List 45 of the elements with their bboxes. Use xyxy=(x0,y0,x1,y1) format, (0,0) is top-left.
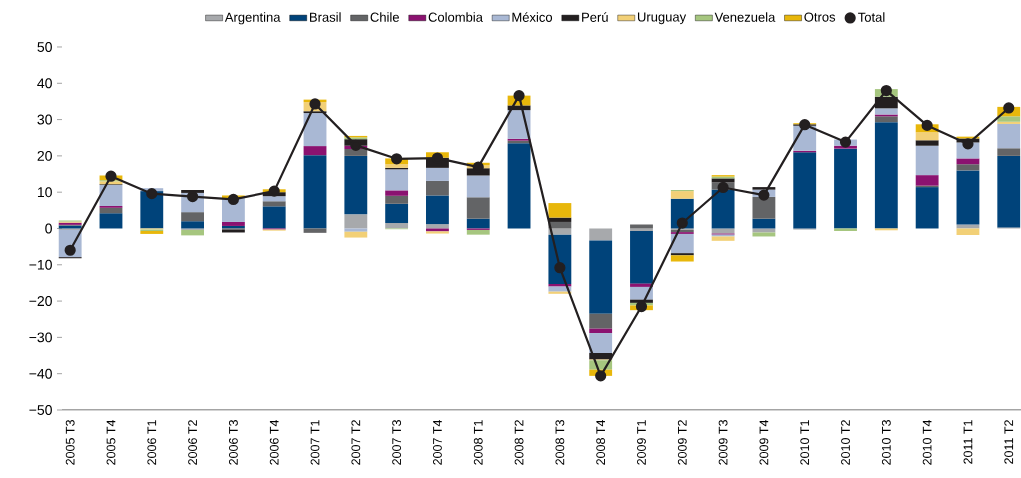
y-tick-label: −30 xyxy=(29,332,52,343)
y-tick-label: 20 xyxy=(37,150,52,161)
legend-label: Argentina xyxy=(224,12,281,25)
x-tick-label: 2006 T4 xyxy=(269,419,279,465)
x-tick-label: 2009 T2 xyxy=(677,420,687,465)
x-tick-label: 2008 T4 xyxy=(596,419,606,465)
x-tick-label: 2007 T3 xyxy=(392,420,402,465)
legend-label: Venezuela xyxy=(714,12,776,22)
x-tick-label: 2008 T1 xyxy=(473,420,483,465)
x-tick-label: 2011 T2 xyxy=(1004,420,1014,464)
x-tick-label: 2006 T1 xyxy=(147,420,157,465)
y-tick-label: 10 xyxy=(37,187,52,198)
y-tick-label: −20 xyxy=(29,296,52,307)
x-tick-label: 2009 T4 xyxy=(759,419,769,465)
x-tick-label: 2010 T2 xyxy=(841,420,850,465)
legend-label: Chile xyxy=(370,12,399,22)
legend-label: Brasil xyxy=(310,12,341,22)
x-tick-label: 2007 T2 xyxy=(351,420,361,465)
legend-label: México xyxy=(512,12,553,22)
legend-label: Perú xyxy=(582,12,608,22)
x-tick-label: 2007 T4 xyxy=(433,419,442,465)
x-tick-label: 2010 T3 xyxy=(881,420,891,465)
legend-label: Colombia xyxy=(428,12,483,22)
y-tick-label: −50 xyxy=(29,405,52,415)
x-tick-label: 2008 T3 xyxy=(555,420,565,465)
x-tick-label: 2009 T1 xyxy=(637,420,646,465)
x-tick-label: 2008 T2 xyxy=(514,420,524,465)
x-tick-label: 2006 T3 xyxy=(228,420,238,465)
y-tick-label: 0 xyxy=(45,223,52,234)
y-tick-label: 30 xyxy=(37,114,52,125)
y-tick-label: 50 xyxy=(37,42,52,52)
y-tick-label: −40 xyxy=(29,368,52,379)
legend-label: Total xyxy=(858,12,885,22)
x-tick-label: 2006 T2 xyxy=(188,420,198,465)
x-tick-label: 2005 T3 xyxy=(65,420,75,465)
y-tick-label: 40 xyxy=(37,78,52,89)
legend-label: Uruguay xyxy=(638,12,687,25)
legend-label: Otros xyxy=(804,12,836,22)
x-tick-label: 2007 T1 xyxy=(310,420,320,465)
x-tick-label: 2005 T4 xyxy=(106,419,116,465)
y-tick-label: −10 xyxy=(29,259,52,270)
x-tick-label: 2010 T1 xyxy=(800,420,810,465)
x-tick-label: 2011 T1 xyxy=(963,420,973,464)
x-tick-label: 2010 T4 xyxy=(922,419,932,465)
x-tick-label: 2009 T3 xyxy=(718,420,728,465)
